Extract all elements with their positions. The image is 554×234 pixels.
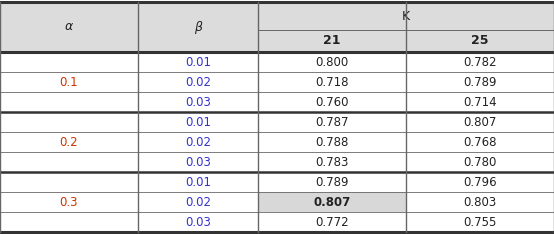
Bar: [0, 152, 138, 172]
Bar: [138, 152, 258, 172]
Bar: [0, 192, 138, 212]
Text: 0.768: 0.768: [463, 135, 497, 149]
Text: 0.760: 0.760: [315, 95, 349, 109]
Bar: [406, 152, 554, 172]
Text: 0.782: 0.782: [463, 55, 497, 69]
Bar: [0, 2, 138, 52]
Text: 0.789: 0.789: [315, 176, 349, 189]
Bar: [258, 192, 406, 212]
Bar: [406, 212, 554, 232]
Text: 0.01: 0.01: [185, 176, 211, 189]
Bar: [258, 152, 406, 172]
Bar: [258, 212, 406, 232]
Bar: [0, 132, 138, 152]
Text: 0.755: 0.755: [463, 216, 497, 228]
Bar: [258, 92, 406, 112]
Bar: [0, 172, 138, 192]
Text: 0.789: 0.789: [463, 76, 497, 88]
Bar: [138, 72, 258, 92]
Bar: [138, 132, 258, 152]
Bar: [138, 92, 258, 112]
Bar: [138, 172, 258, 192]
Text: 0.780: 0.780: [463, 156, 497, 168]
Text: 0.01: 0.01: [185, 55, 211, 69]
Text: 0.03: 0.03: [185, 95, 211, 109]
Bar: [0, 92, 138, 112]
Text: 0.788: 0.788: [315, 135, 348, 149]
Bar: [258, 72, 406, 92]
Bar: [258, 172, 406, 192]
Text: 0.800: 0.800: [315, 55, 348, 69]
Bar: [258, 52, 406, 72]
Bar: [0, 112, 138, 132]
Bar: [406, 92, 554, 112]
Text: 0.2: 0.2: [60, 135, 78, 149]
Bar: [138, 112, 258, 132]
Bar: [138, 192, 258, 212]
Text: α: α: [65, 21, 73, 33]
Bar: [0, 72, 138, 92]
Bar: [138, 2, 258, 52]
Text: 0.02: 0.02: [185, 195, 211, 208]
Text: 0.807: 0.807: [463, 116, 497, 128]
Text: 0.783: 0.783: [315, 156, 348, 168]
Bar: [406, 172, 554, 192]
Text: 0.02: 0.02: [185, 76, 211, 88]
Bar: [406, 72, 554, 92]
Text: K: K: [402, 10, 410, 22]
Bar: [0, 212, 138, 232]
Text: 25: 25: [471, 34, 489, 48]
Text: 0.803: 0.803: [463, 195, 496, 208]
Text: 0.772: 0.772: [315, 216, 349, 228]
Bar: [258, 132, 406, 152]
Bar: [138, 52, 258, 72]
Bar: [0, 52, 138, 72]
Text: 0.3: 0.3: [60, 195, 78, 208]
Bar: [406, 30, 554, 52]
Text: 0.01: 0.01: [185, 116, 211, 128]
Bar: [406, 132, 554, 152]
Text: 21: 21: [323, 34, 341, 48]
Bar: [258, 2, 554, 30]
Bar: [138, 212, 258, 232]
Text: β: β: [194, 21, 202, 33]
Text: 0.03: 0.03: [185, 216, 211, 228]
Text: 0.796: 0.796: [463, 176, 497, 189]
Text: 0.787: 0.787: [315, 116, 349, 128]
Text: 0.1: 0.1: [60, 76, 78, 88]
Bar: [258, 112, 406, 132]
Bar: [406, 52, 554, 72]
Text: 0.714: 0.714: [463, 95, 497, 109]
Text: 0.03: 0.03: [185, 156, 211, 168]
Bar: [406, 112, 554, 132]
Text: 0.807: 0.807: [314, 195, 351, 208]
Text: 0.718: 0.718: [315, 76, 349, 88]
Text: 0.02: 0.02: [185, 135, 211, 149]
Bar: [406, 192, 554, 212]
Bar: [258, 30, 406, 52]
